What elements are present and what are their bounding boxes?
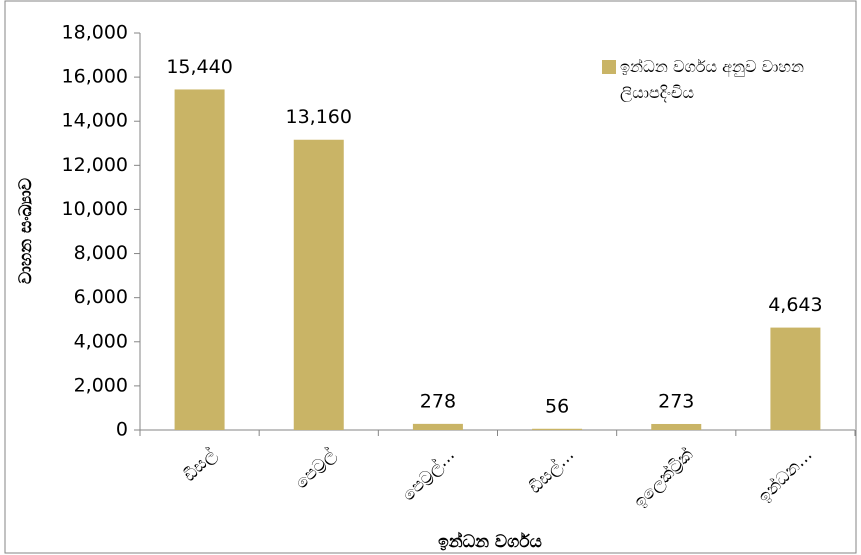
y-tick-label: 8,000 <box>74 242 128 264</box>
chart-border <box>4 0 857 554</box>
y-tick-label: 2,000 <box>74 374 128 396</box>
bar <box>293 139 344 430</box>
x-tick-label: ඉන්ධන… <box>754 445 816 507</box>
value-label: 56 <box>545 395 569 417</box>
bar <box>532 428 583 430</box>
y-tick-label: 16,000 <box>62 66 128 88</box>
value-label: 4,643 <box>768 294 822 316</box>
bar <box>770 327 821 430</box>
value-label: 13,160 <box>286 106 352 128</box>
legend-box: ඉන්ධන වර්ගය අනුව වාහන ලියාපදිංචිය <box>620 57 804 102</box>
legend-swatch <box>602 60 616 74</box>
x-tick-label: ඩීසල්… <box>525 445 578 498</box>
y-axis-label: වාහන සංඛ්‍යාව <box>16 178 36 284</box>
y-tick-label: 0 <box>116 419 128 441</box>
legend-label: ඉන්ධන වර්ගය අනුව වාහන ලියාපදිංචිය <box>620 57 804 102</box>
bar <box>174 89 225 430</box>
bar <box>412 423 463 430</box>
x-tick-label: ඩීසල් <box>180 445 221 486</box>
x-tick-label: පෙට්‍රල්… <box>399 445 459 505</box>
y-tick-label: 4,000 <box>74 330 128 352</box>
x-axis-label: ඉන්ධන වර්ගය <box>438 531 542 552</box>
y-tick-label: 12,000 <box>62 154 128 176</box>
value-label: 15,440 <box>166 56 232 78</box>
x-tick-label: ඉලෙක්ට්‍රික් <box>630 445 697 512</box>
bar <box>651 423 702 430</box>
x-tick-label: පෙට්‍රල් <box>291 445 339 493</box>
y-tick-label: 14,000 <box>62 110 128 132</box>
y-tick-label: 6,000 <box>74 286 128 308</box>
y-tick-label: 10,000 <box>62 198 128 220</box>
value-label: 273 <box>658 390 694 412</box>
y-tick-label: 18,000 <box>62 22 128 44</box>
value-label: 278 <box>420 390 456 412</box>
